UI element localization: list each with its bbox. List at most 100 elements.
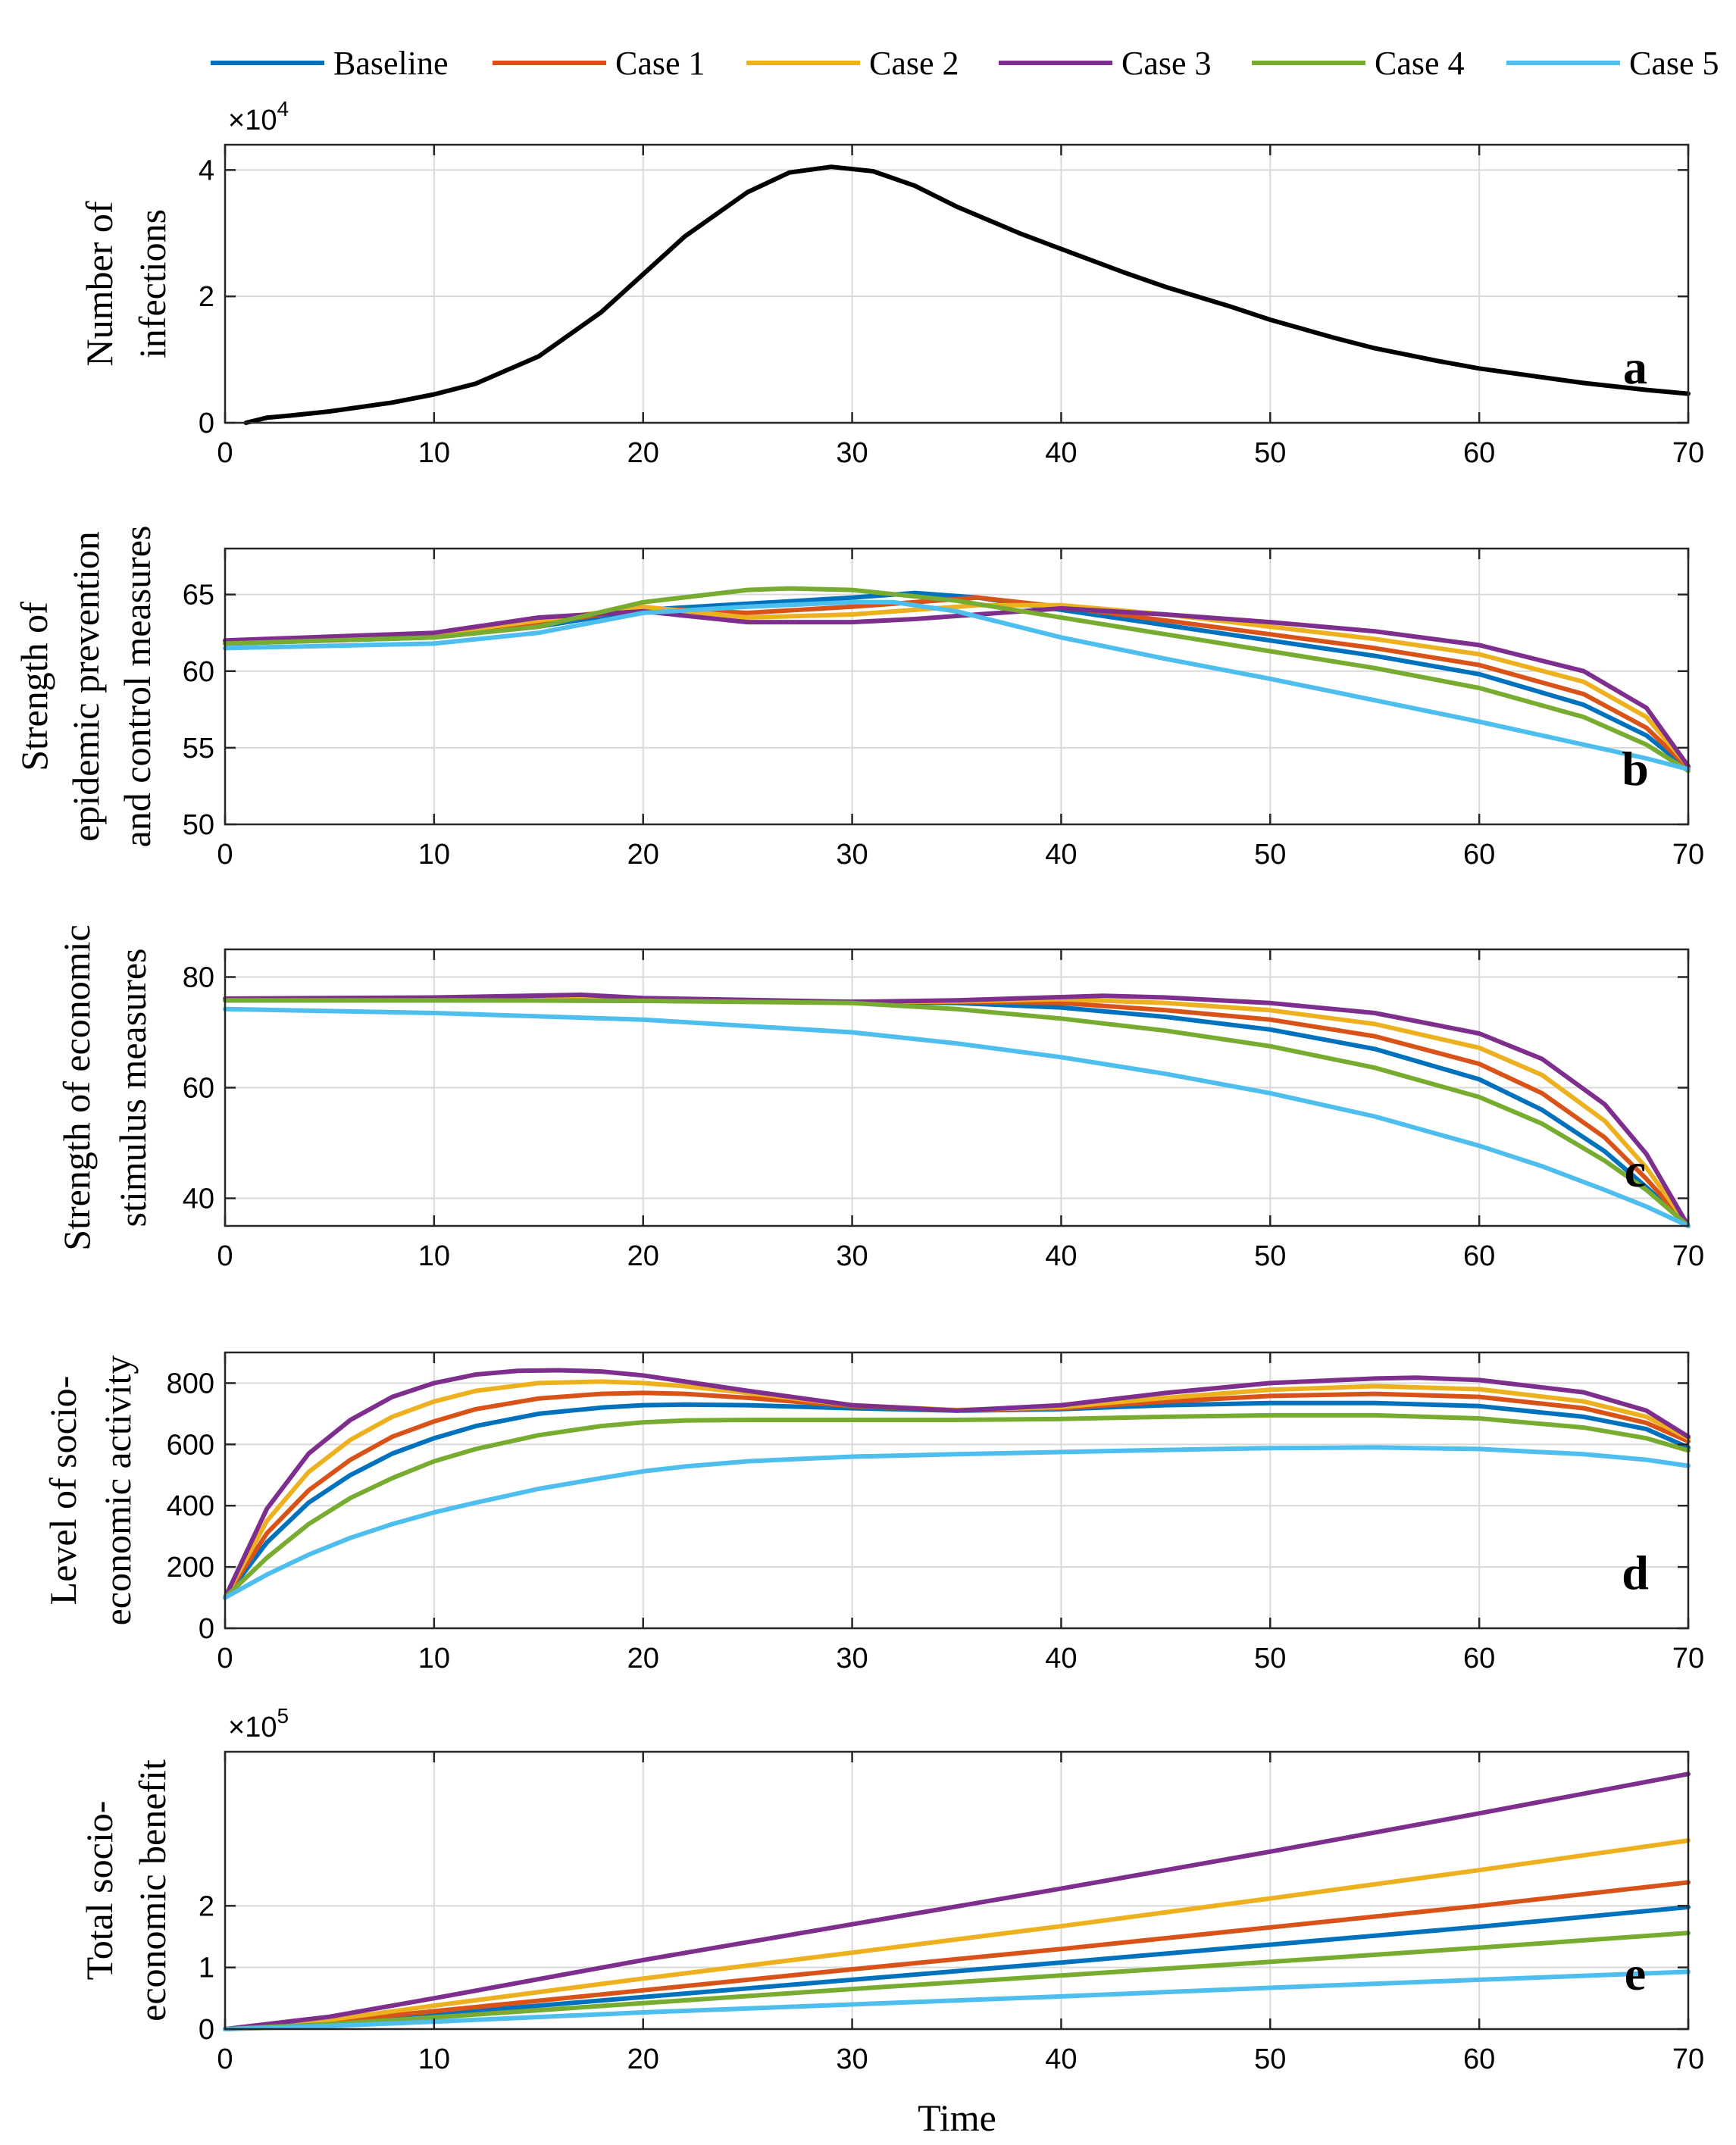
- x-tick-label: 30: [836, 1643, 868, 1674]
- x-tick-label: 60: [1463, 1240, 1495, 1272]
- x-tick-label: 0: [217, 437, 233, 469]
- y-axis-label: economic benefit: [131, 1759, 174, 2021]
- y-tick-label: 55: [183, 733, 214, 765]
- series-line-case-4: [223, 586, 1691, 774]
- x-tick-label: 40: [1045, 839, 1077, 871]
- panel-letter: e: [1625, 1946, 1646, 2000]
- y-exponent-power: 5: [277, 1704, 289, 1728]
- x-tick-label: 40: [1045, 2043, 1077, 2075]
- legend-label-case-4: Case 4: [1375, 45, 1465, 82]
- x-tick-label: 70: [1672, 1240, 1704, 1272]
- x-tick-label: 60: [1463, 2043, 1495, 2075]
- y-tick-label: 60: [183, 1073, 214, 1105]
- x-tick-label: 40: [1045, 437, 1077, 469]
- x-tick-label: 10: [418, 2043, 450, 2075]
- x-tick-label: 0: [217, 1643, 233, 1674]
- y-axis-label: Total socio-: [78, 1801, 120, 1981]
- series-line-case-4: [223, 998, 1691, 1228]
- x-tick-label: 10: [418, 437, 450, 469]
- y-axis-label: Strength of economic: [55, 924, 98, 1250]
- y-axis-label: economic activity: [96, 1355, 139, 1626]
- legend: Baseline Case 1 Case 2 Case 3 Case 4 Case 5: [211, 45, 1719, 82]
- x-tick-label: 50: [1254, 1240, 1286, 1272]
- y-axis-label: and control measures: [116, 526, 158, 848]
- x-tick-label: 20: [627, 839, 659, 871]
- x-tick-label: 70: [1672, 839, 1704, 871]
- x-tick-label: 50: [1254, 437, 1286, 469]
- panel-c: 0 10 20 30 40 50 60 70 40 60 80 Strength of economi…: [55, 924, 1704, 1272]
- panel-e: 0 10 20 30 40 50 60 70 0 1 2 ×105 Total socio-econom…: [78, 1704, 1704, 2075]
- y-exponent-label: ×104: [228, 97, 289, 136]
- legend-label-case-2: Case 2: [869, 45, 959, 82]
- series-line-case-5: [223, 599, 1691, 772]
- y-tick-label: 80: [183, 962, 214, 994]
- axes-frame: [224, 547, 1690, 826]
- panel-letter: d: [1622, 1546, 1649, 1599]
- x-tick-label: 10: [418, 1643, 450, 1674]
- y-tick-label: 0: [199, 2014, 214, 2046]
- x-tick-label: 60: [1463, 1643, 1495, 1674]
- y-tick-label: 2: [199, 281, 214, 313]
- x-axis-label: Time: [918, 2097, 996, 2139]
- y-axis-label: infections: [131, 209, 174, 358]
- series-line-case-1: [223, 1880, 1691, 2031]
- y-axis-label: Number of: [78, 201, 120, 366]
- x-tick-label: 70: [1672, 1643, 1704, 1674]
- y-tick-label: 60: [183, 656, 214, 688]
- series-line-case-4: [223, 1931, 1691, 2031]
- y-axis-label: stimulus measures: [111, 948, 154, 1227]
- x-tick-label: 50: [1254, 1643, 1286, 1674]
- series-line-case-4: [223, 1412, 1691, 1600]
- series-line-case-5: [223, 1445, 1691, 1600]
- y-tick-label: 0: [199, 408, 214, 439]
- series-line-case-2: [223, 1838, 1691, 2031]
- x-tick-label: 40: [1045, 1240, 1077, 1272]
- x-tick-label: 20: [627, 1643, 659, 1674]
- y-tick-label: 400: [167, 1490, 214, 1522]
- y-tick-label: 0: [199, 1613, 214, 1645]
- series-line-case-5: [223, 1006, 1691, 1228]
- y-tick-label: 40: [183, 1184, 214, 1215]
- panel-b: 0 10 20 30 40 50 60 70 50 55 60 65 Strength of epidem…: [13, 526, 1704, 871]
- legend-label-case-3: Case 3: [1121, 45, 1212, 82]
- x-tick-label: 50: [1254, 2043, 1286, 2075]
- y-axis-label: Level of socio-: [42, 1376, 84, 1606]
- x-tick-label: 50: [1254, 839, 1286, 871]
- series-line-case-3: [223, 1771, 1691, 2031]
- y-tick-label: 50: [183, 809, 214, 841]
- y-tick-label: 1: [199, 1953, 214, 1984]
- x-tick-label: 0: [217, 839, 233, 871]
- y-tick-label: 65: [183, 580, 214, 611]
- series-line-infections: [243, 164, 1691, 425]
- series-line-case-3: [223, 1368, 1691, 1600]
- x-tick-label: 20: [627, 1240, 659, 1272]
- x-tick-label: 70: [1672, 437, 1704, 469]
- y-exponent-label: ×105: [228, 1704, 289, 1743]
- legend-label-baseline: Baseline: [333, 45, 449, 82]
- x-tick-label: 0: [217, 2043, 233, 2075]
- x-tick-label: 30: [836, 1240, 868, 1272]
- x-tick-label: 30: [836, 839, 868, 871]
- plot-area: [225, 1752, 1688, 2029]
- plot-area: [225, 1352, 1688, 1628]
- axes-frame: [224, 1351, 1690, 1630]
- y-tick-label: 2: [199, 1890, 214, 1922]
- x-tick-label: 70: [1672, 2043, 1704, 2075]
- panel-letter: c: [1625, 1143, 1646, 1197]
- x-tick-label: 60: [1463, 839, 1495, 871]
- x-tick-label: 20: [627, 437, 659, 469]
- y-axis-label: Strength of: [13, 602, 55, 771]
- legend-label-case-5: Case 5: [1629, 45, 1719, 82]
- y-exponent-power: 4: [277, 97, 289, 120]
- x-tick-label: 40: [1045, 1643, 1077, 1674]
- y-tick-label: 4: [199, 155, 214, 186]
- series-line-case-1: [223, 1390, 1691, 1600]
- panel-letter: a: [1623, 340, 1647, 394]
- y-tick-label: 800: [167, 1368, 214, 1399]
- y-axis-label: epidemic prevention: [64, 531, 107, 842]
- panel-d: 0 10 20 30 40 50 60 70 0 200 400 600 800 Level of soc…: [42, 1351, 1704, 1674]
- x-tick-label: 30: [836, 437, 868, 469]
